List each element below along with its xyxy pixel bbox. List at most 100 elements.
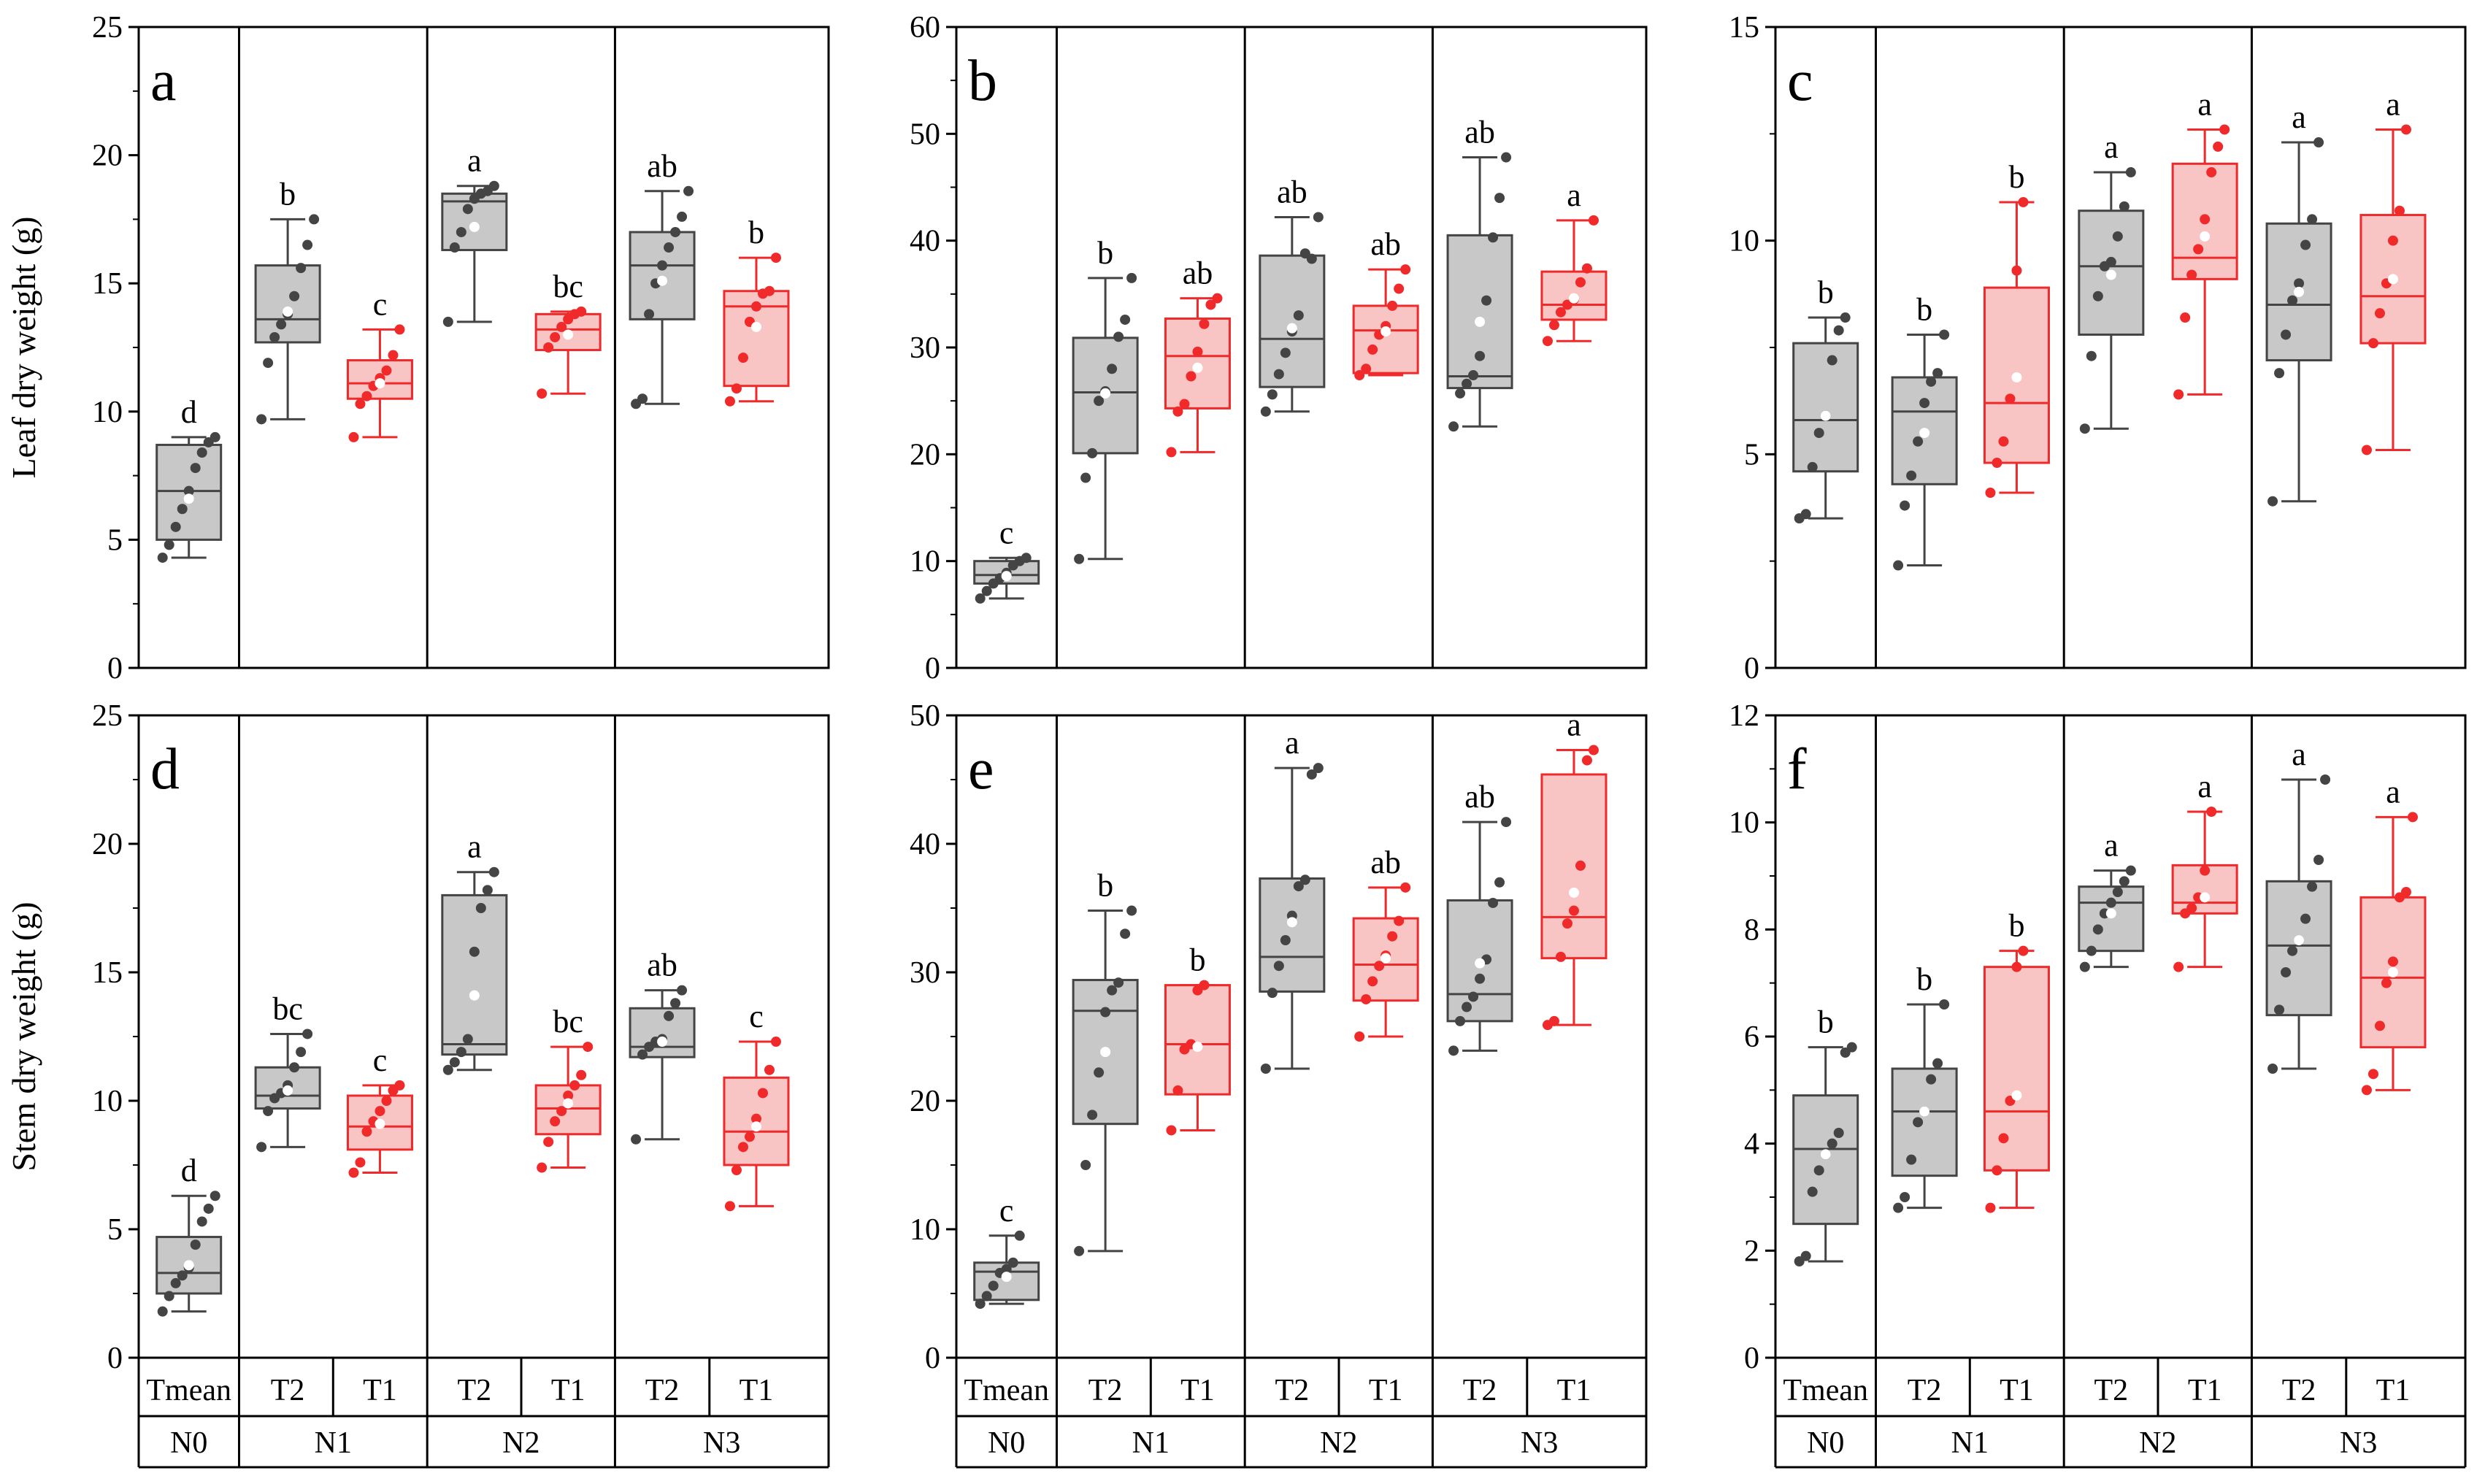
mean-marker xyxy=(183,1260,194,1271)
box-N2-T2: ab xyxy=(1259,174,1326,417)
data-point xyxy=(1120,314,1131,325)
data-point xyxy=(1893,560,1904,571)
data-point xyxy=(296,263,307,274)
significance-letter: b xyxy=(1916,961,1932,997)
significance-letter: d xyxy=(181,394,197,430)
treatment-label: T2 xyxy=(1908,1374,1942,1407)
iqr-box xyxy=(629,1007,696,1058)
group-label: N1 xyxy=(1951,1426,1989,1460)
data-point xyxy=(1581,755,1592,766)
data-point xyxy=(469,946,480,957)
data-point xyxy=(724,396,735,407)
significance-letter: a xyxy=(2386,86,2400,122)
mean-marker xyxy=(1568,293,1579,304)
y-axis-title: Stem dry weight (g) xyxy=(5,901,42,1171)
data-point xyxy=(1468,370,1479,381)
treatment-label: T1 xyxy=(2000,1374,2034,1407)
box-N1-T2: bc xyxy=(254,991,321,1153)
significance-letter: c xyxy=(749,999,764,1034)
data-point xyxy=(731,383,742,394)
data-point xyxy=(2092,924,2103,935)
iqr-box xyxy=(441,893,508,1056)
data-point xyxy=(2018,945,2029,956)
data-point xyxy=(1827,1138,1837,1149)
y-tick-label: 20 xyxy=(92,139,123,173)
panel-letter: c xyxy=(1787,49,1813,113)
data-point xyxy=(2092,291,2103,301)
data-point xyxy=(442,316,453,327)
data-point xyxy=(550,1116,561,1127)
data-point xyxy=(2105,256,2116,267)
data-point xyxy=(1074,1245,1085,1256)
data-point xyxy=(1260,1064,1271,1074)
iqr-box xyxy=(2078,885,2145,953)
data-point xyxy=(2219,124,2230,135)
data-point xyxy=(361,1126,372,1137)
significance-letter: b xyxy=(1818,1004,1834,1040)
treatment-label: Tmean xyxy=(1783,1374,1868,1407)
data-point xyxy=(449,242,460,253)
data-point xyxy=(1926,1074,1937,1085)
data-point xyxy=(1166,1125,1177,1136)
iqr-box xyxy=(1983,966,2050,1172)
data-point xyxy=(256,414,267,425)
box-N1-T1: b xyxy=(1983,908,2050,1213)
data-point xyxy=(543,342,554,353)
mean-marker xyxy=(283,306,293,317)
mean-marker xyxy=(750,1121,761,1132)
box-N3-T2: a xyxy=(2265,737,2332,1074)
y-tick-label: 5 xyxy=(107,523,123,557)
box-N3-T1: a xyxy=(2359,86,2427,455)
data-point xyxy=(583,1042,594,1053)
significance-letter: a xyxy=(2104,129,2119,165)
data-point xyxy=(1833,1128,1844,1138)
data-point xyxy=(381,365,392,376)
mean-marker xyxy=(2387,274,2398,285)
data-point xyxy=(1126,905,1137,916)
data-point xyxy=(1306,769,1317,780)
box-N2-T1: ab xyxy=(1352,845,1419,1042)
mean-marker xyxy=(1286,917,1297,928)
mean-marker xyxy=(657,275,668,286)
box-N2-T1: bc xyxy=(534,269,602,399)
y-tick-label: 12 xyxy=(1729,699,1759,733)
data-point xyxy=(543,1137,554,1147)
data-point xyxy=(1494,877,1505,888)
data-point xyxy=(2267,496,2278,507)
box-N2-T1: bc xyxy=(534,1004,602,1173)
data-point xyxy=(2400,887,2411,897)
significance-letter: c xyxy=(373,286,388,322)
mean-marker xyxy=(1820,1149,1831,1160)
data-point xyxy=(657,260,668,271)
significance-letter: d xyxy=(181,1153,197,1188)
data-point xyxy=(488,866,499,877)
data-point xyxy=(981,1291,992,1302)
data-point xyxy=(394,1080,405,1091)
data-point xyxy=(1313,212,1324,223)
data-point xyxy=(2186,903,2197,913)
data-point xyxy=(2374,1020,2385,1031)
data-point xyxy=(1205,299,1216,310)
data-point xyxy=(1387,300,1398,311)
panel-letter: e xyxy=(968,737,994,801)
data-point xyxy=(1007,1257,1018,1268)
box-N3-T2: ab xyxy=(1446,115,1513,432)
data-point xyxy=(1107,364,1118,374)
y-tick-label: 25 xyxy=(92,11,123,45)
y-tick-label: 0 xyxy=(925,1342,940,1375)
y-tick-label: 50 xyxy=(910,699,940,733)
data-point xyxy=(394,324,405,335)
y-tick-label: 40 xyxy=(910,225,940,258)
data-point xyxy=(2281,329,2292,340)
data-point xyxy=(2173,389,2184,400)
treatment-label: T1 xyxy=(551,1374,585,1407)
significance-letter: a xyxy=(467,143,482,179)
y-tick-label: 0 xyxy=(107,1342,123,1375)
mean-marker xyxy=(1919,1106,1930,1117)
mean-marker xyxy=(2105,908,2116,919)
significance-letter: ab xyxy=(647,148,677,184)
data-point xyxy=(475,903,486,913)
data-point xyxy=(2079,961,2090,972)
data-point xyxy=(1199,318,1210,329)
